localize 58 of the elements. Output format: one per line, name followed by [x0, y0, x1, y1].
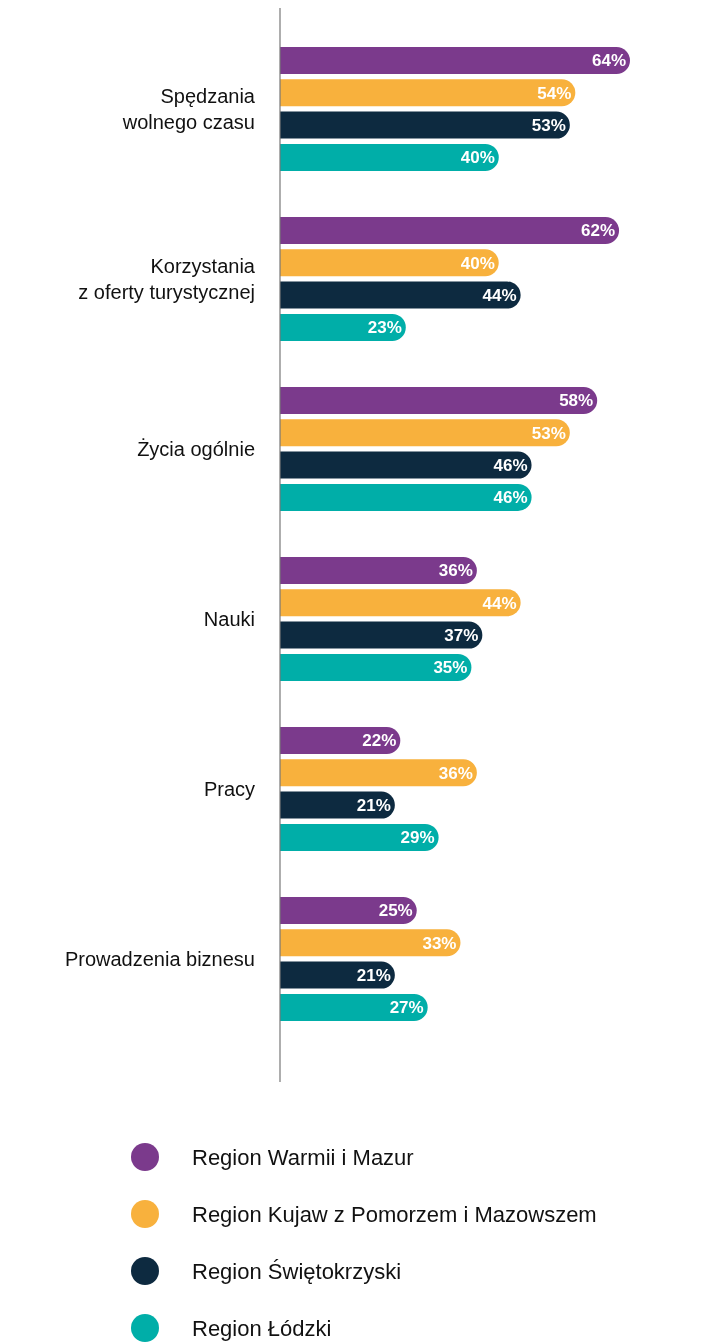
data-label: 53%	[531, 116, 566, 136]
bar	[280, 589, 521, 617]
y-tick-label: Życia ogólnie	[137, 437, 255, 460]
data-label: 54%	[537, 83, 572, 103]
bar	[280, 621, 483, 649]
data-label: 44%	[482, 286, 517, 306]
legend-label: Region Łódzki	[192, 1315, 332, 1341]
bar	[280, 313, 406, 341]
bar	[280, 451, 532, 479]
data-label: 35%	[433, 658, 468, 678]
bar	[280, 483, 532, 511]
bar	[280, 47, 630, 74]
data-label: 44%	[482, 593, 517, 613]
bar	[280, 993, 428, 1021]
legend-label: Region Warmii i Mazur	[192, 1144, 414, 1170]
data-label: 46%	[493, 488, 528, 508]
bar	[280, 961, 395, 989]
bar	[280, 727, 401, 754]
data-label: 21%	[356, 796, 391, 816]
data-label: 64%	[591, 51, 626, 71]
bar	[280, 897, 417, 924]
data-label: 27%	[389, 998, 424, 1018]
bar	[280, 111, 570, 139]
y-tick-label: Pracy	[203, 777, 255, 800]
data-label: 23%	[367, 318, 402, 338]
data-label: 25%	[378, 901, 413, 921]
bar	[280, 823, 439, 851]
data-label: 33%	[422, 933, 457, 953]
y-tick-label: Prowadzenia biznesu	[64, 947, 255, 970]
data-label: 29%	[400, 828, 435, 848]
bar	[280, 143, 499, 171]
data-label: 36%	[438, 561, 473, 581]
bar	[280, 929, 461, 957]
data-label: 21%	[356, 966, 391, 986]
bar	[280, 419, 570, 447]
data-label: 58%	[559, 391, 594, 411]
data-label: 22%	[362, 731, 397, 751]
legend-label: Region Świętokrzyski	[192, 1258, 402, 1284]
legend-label: Region Kujaw z Pomorzem i Mazowszem	[192, 1201, 597, 1227]
data-label: 62%	[581, 221, 616, 241]
data-label: 46%	[493, 456, 528, 476]
y-tick-label: Spędzania wolnego czasu	[121, 84, 256, 133]
bar	[280, 79, 576, 107]
y-tick-label: Korzystania z oferty turystycznej	[78, 254, 256, 303]
data-label: 40%	[460, 253, 495, 273]
bar	[280, 387, 598, 414]
bar	[280, 653, 472, 681]
bar	[280, 249, 499, 277]
y-tick-label: Nauki	[203, 607, 255, 630]
data-label: 37%	[444, 626, 479, 646]
data-label: 40%	[460, 148, 495, 168]
data-label: 53%	[531, 423, 566, 443]
bar	[280, 759, 477, 787]
data-label: 36%	[438, 763, 473, 783]
bar	[280, 281, 521, 309]
bar	[280, 557, 477, 584]
bar	[280, 791, 395, 819]
bar	[280, 217, 620, 244]
